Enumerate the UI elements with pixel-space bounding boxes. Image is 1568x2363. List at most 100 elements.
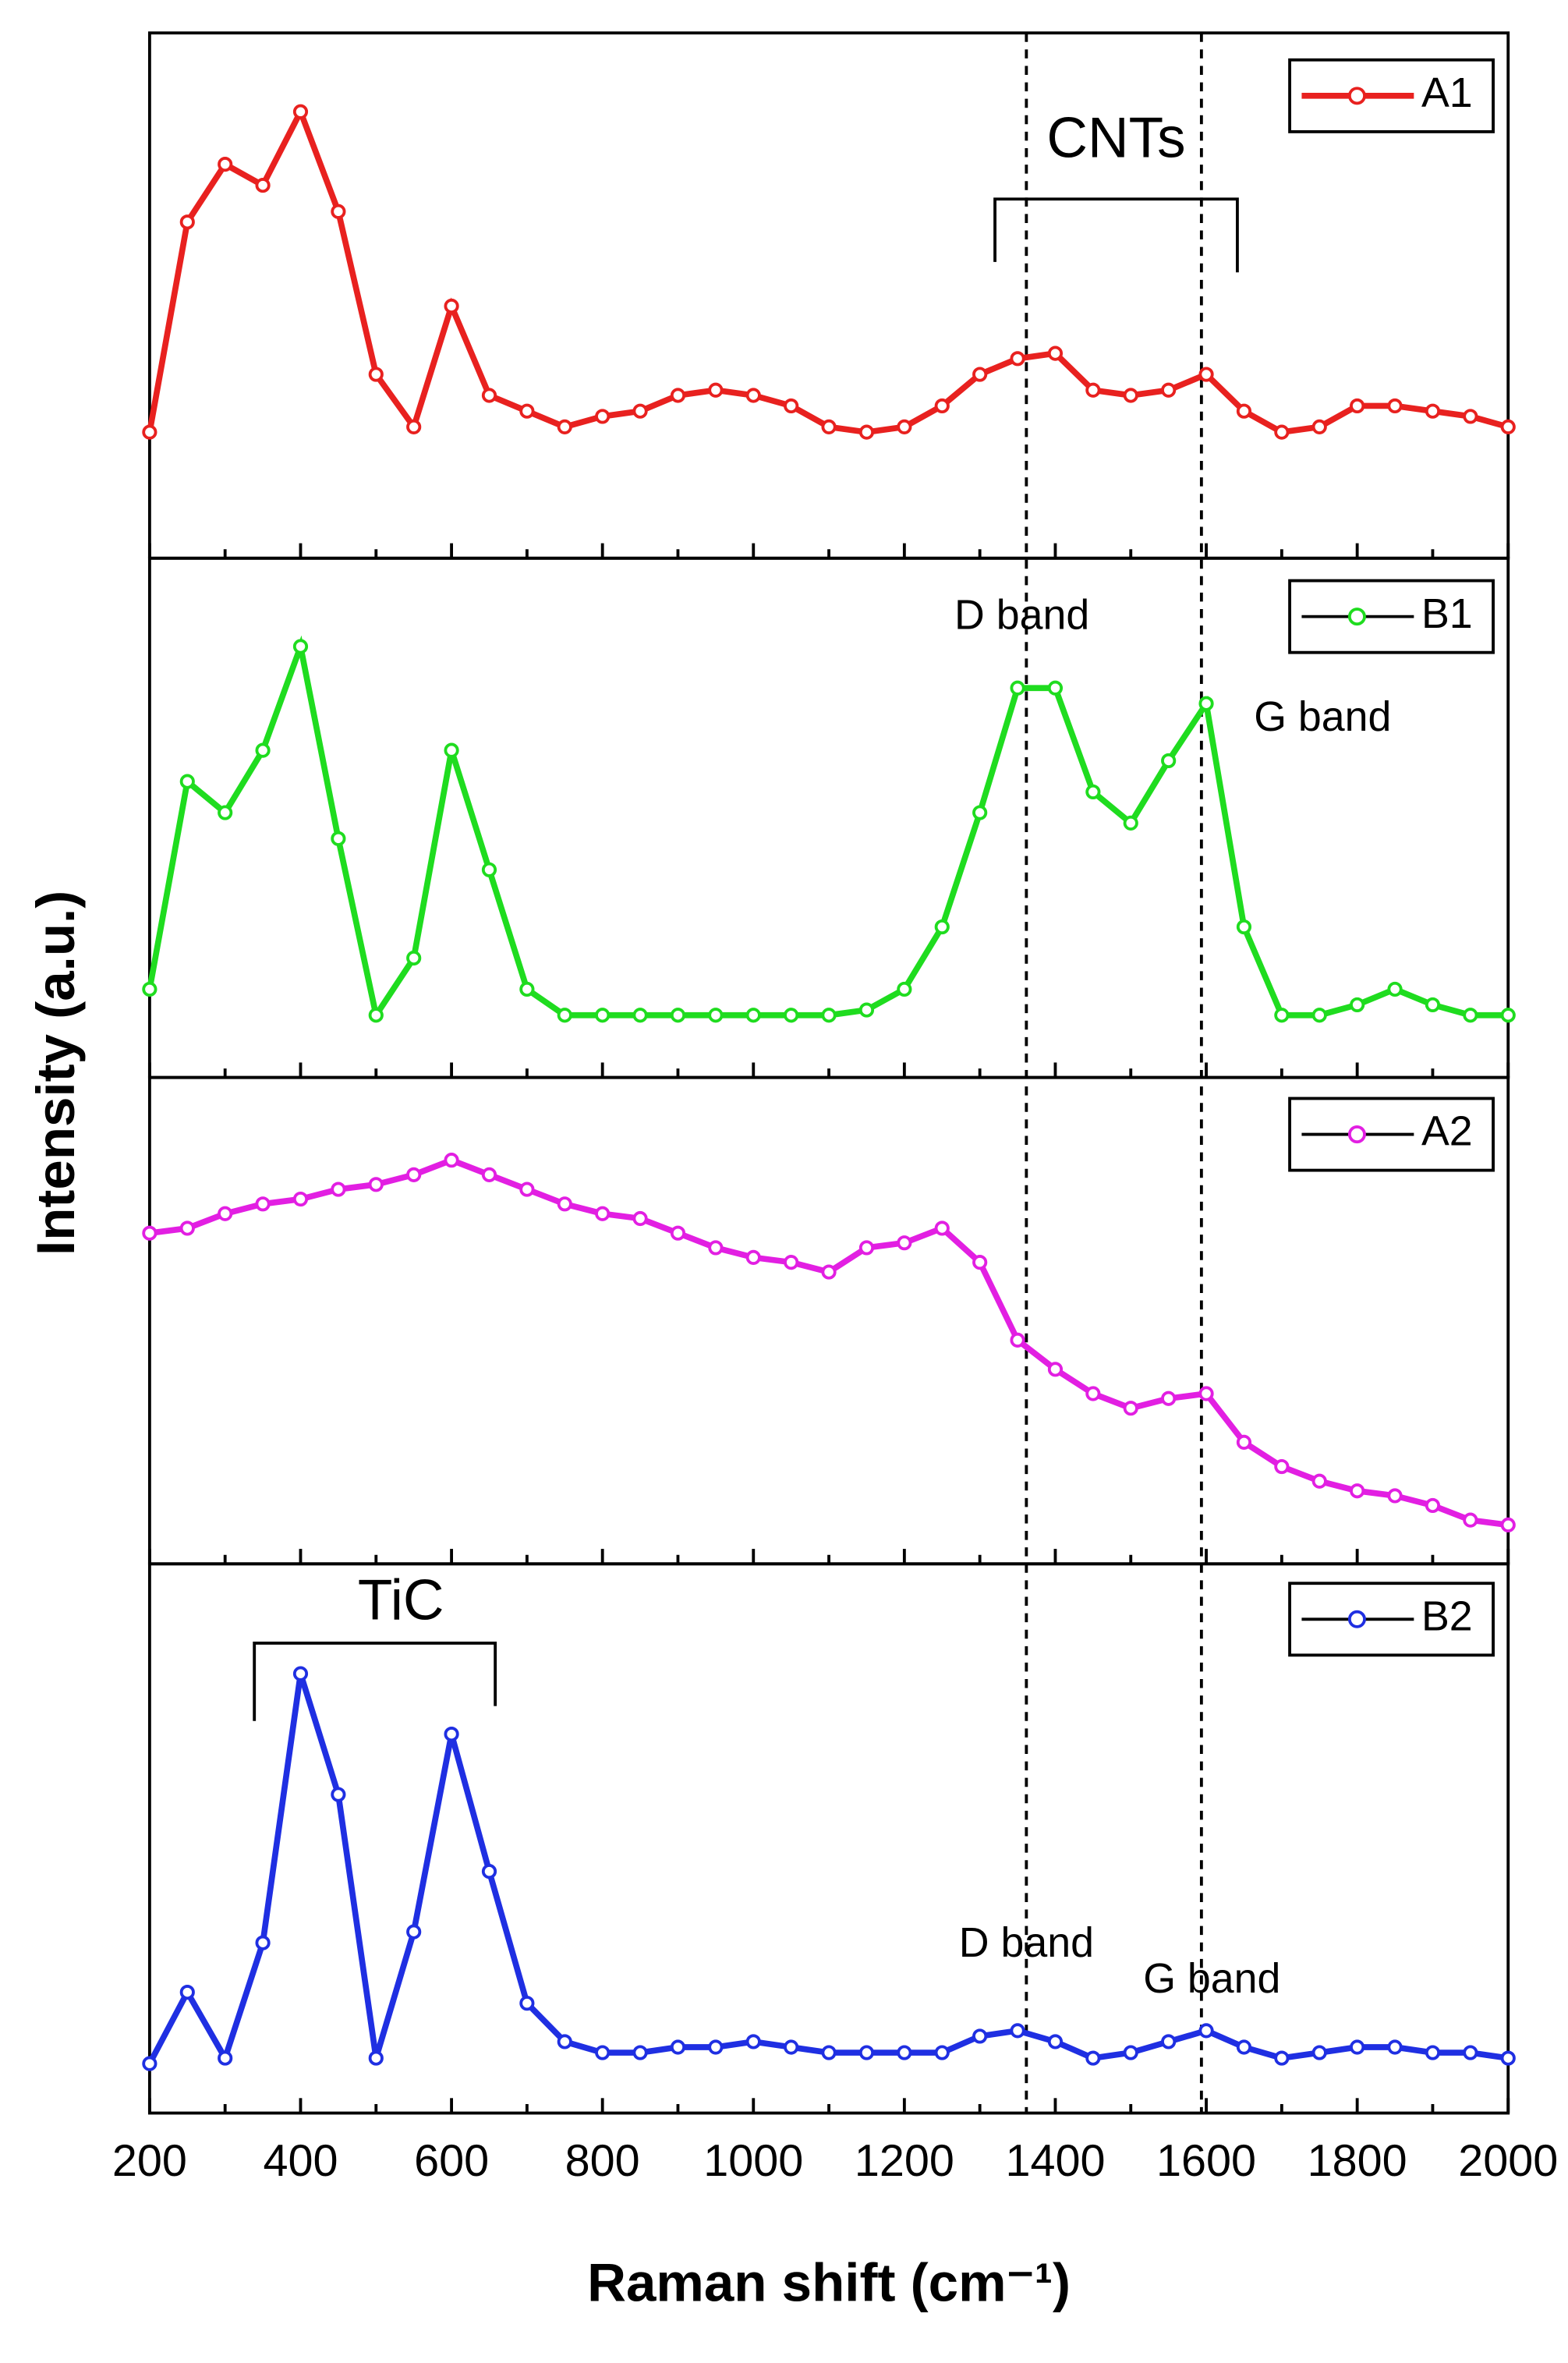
x-tick-label: 1400 — [1005, 2136, 1105, 2186]
data-point — [255, 1935, 271, 1950]
data-point — [745, 1008, 761, 1023]
data-point — [481, 862, 497, 877]
data-point — [1161, 382, 1177, 398]
data-point — [1274, 1008, 1290, 1023]
data-point — [179, 214, 195, 230]
x-tick-label: 800 — [565, 2136, 640, 2186]
data-point — [1123, 1401, 1138, 1416]
data-point — [858, 1002, 875, 1018]
data-point — [745, 2034, 761, 2049]
data-point — [670, 1008, 686, 1023]
data-point — [858, 424, 875, 440]
data-point — [1311, 1473, 1327, 1489]
spectrum-line — [147, 104, 1510, 436]
data-point — [331, 1787, 346, 1802]
data-point — [934, 919, 950, 935]
data-point — [934, 2045, 950, 2060]
data-point — [745, 1249, 761, 1265]
data-point — [1085, 1386, 1101, 1401]
data-point — [292, 639, 309, 654]
data-point — [368, 1008, 384, 1023]
data-point — [821, 419, 837, 434]
data-point — [1161, 753, 1177, 769]
data-point — [784, 2039, 799, 2055]
data-point — [1463, 1512, 1478, 1528]
x-tick-label: 2000 — [1458, 2136, 1558, 2186]
legend-label: B2 — [1421, 1592, 1473, 1639]
legend-label: B1 — [1421, 590, 1473, 637]
data-point — [1123, 388, 1138, 403]
data-point — [179, 1984, 195, 2000]
data-point — [179, 774, 195, 789]
data-point — [331, 204, 346, 219]
data-point — [481, 1864, 497, 1879]
data-point — [1047, 2034, 1064, 2049]
data-point — [255, 742, 271, 758]
data-point — [1274, 424, 1290, 440]
data-point — [1463, 1008, 1478, 1023]
data-point — [444, 1726, 459, 1742]
data-point — [1463, 2045, 1478, 2060]
data-point — [1425, 997, 1441, 1013]
data-point — [1274, 2050, 1290, 2066]
data-point — [331, 1182, 346, 1197]
data-point — [218, 157, 233, 172]
data-point — [1161, 2034, 1177, 2049]
data-point — [1047, 345, 1064, 361]
tic-bracket — [253, 1642, 497, 1721]
data-point — [557, 419, 572, 434]
data-point — [1085, 784, 1101, 800]
data-point — [632, 2045, 648, 2060]
data-point — [1085, 382, 1101, 398]
annotation: D band — [954, 592, 1089, 639]
data-point — [1047, 680, 1064, 696]
data-point — [331, 831, 346, 846]
data-point — [934, 398, 950, 414]
y-axis-label: Intensity (a.u.) — [25, 891, 86, 1256]
data-point — [292, 104, 309, 119]
data-point — [972, 2028, 988, 2044]
data-point — [1387, 2039, 1403, 2055]
x-tick-label: 200 — [112, 2136, 187, 2186]
data-point — [784, 1008, 799, 1023]
data-point — [821, 1008, 837, 1023]
data-point — [1500, 2050, 1516, 2066]
data-point — [292, 1666, 309, 1681]
data-point — [595, 409, 611, 424]
legend-label: A2 — [1421, 1108, 1473, 1155]
data-point — [481, 388, 497, 403]
data-point — [972, 1255, 988, 1270]
data-point — [632, 1008, 648, 1023]
annotation: CNTs — [1046, 107, 1185, 170]
data-point — [142, 424, 158, 440]
data-point — [255, 1196, 271, 1212]
legend-marker — [1347, 87, 1366, 105]
data-point — [368, 367, 384, 382]
annotation: TiC — [358, 1568, 444, 1631]
data-point — [897, 981, 912, 997]
data-point — [406, 1924, 422, 1940]
data-point — [1350, 997, 1365, 1013]
data-point — [406, 419, 422, 434]
data-point — [557, 1008, 572, 1023]
data-point — [1425, 403, 1441, 419]
x-tick-label: 600 — [414, 2136, 489, 2186]
data-point — [858, 1240, 875, 1256]
data-point — [972, 805, 988, 820]
data-point — [406, 1167, 422, 1182]
data-point — [897, 1235, 912, 1251]
data-point — [897, 2045, 912, 2060]
legend-label: A1 — [1421, 69, 1473, 116]
data-point — [368, 2050, 384, 2066]
spectrum-line — [147, 1672, 1509, 2066]
data-point — [1463, 409, 1478, 424]
data-point — [1010, 680, 1025, 696]
data-point — [218, 2050, 233, 2066]
data-point — [368, 1177, 384, 1192]
data-point — [1198, 1386, 1214, 1401]
data-point — [179, 1220, 195, 1236]
data-point — [1085, 2050, 1101, 2066]
data-point — [784, 398, 799, 414]
data-point — [406, 950, 422, 966]
